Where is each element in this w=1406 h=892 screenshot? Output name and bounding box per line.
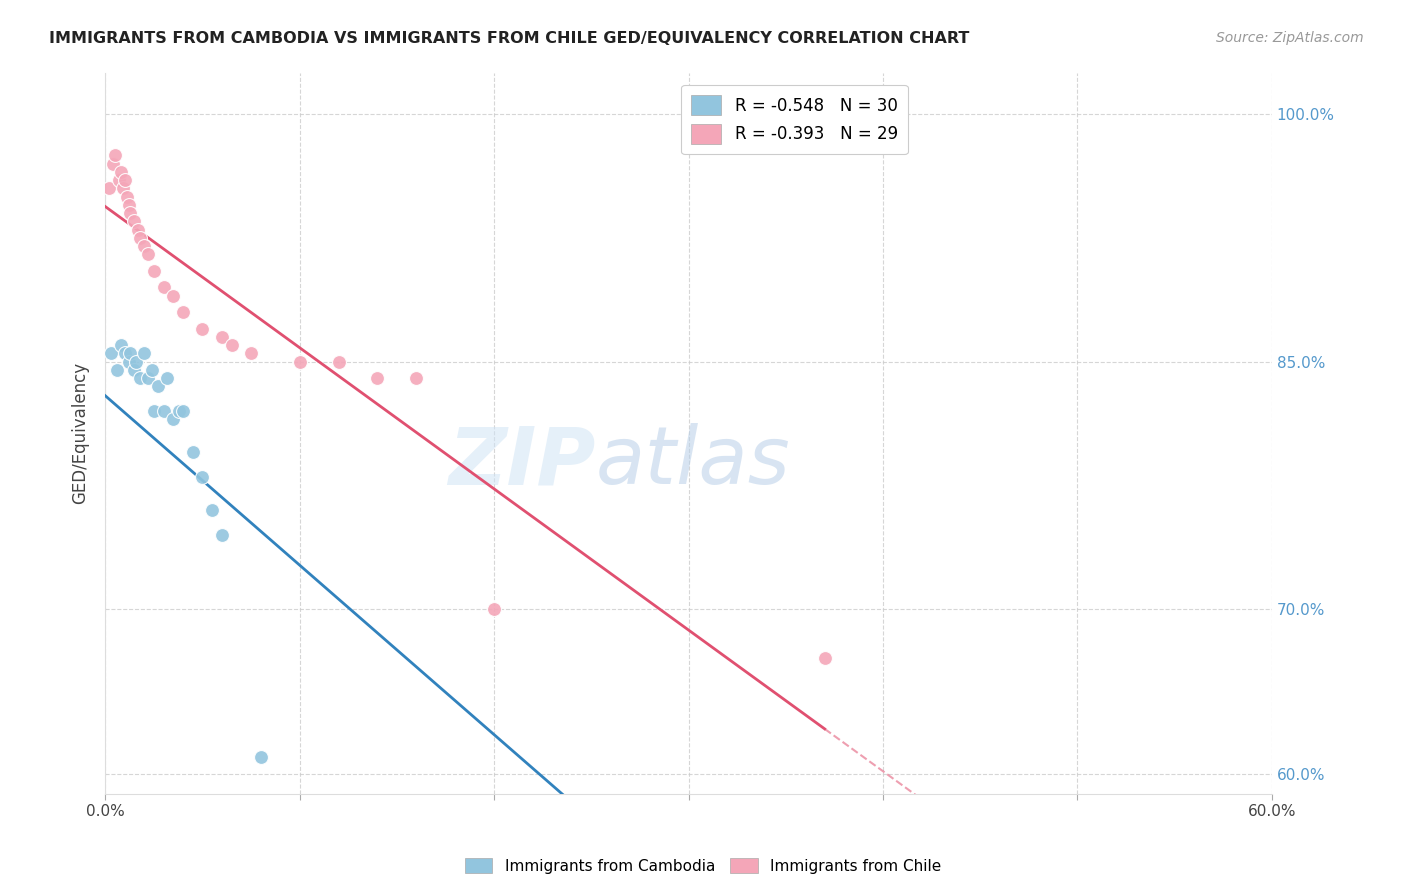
Point — [172, 404, 194, 418]
Text: atlas: atlas — [595, 423, 790, 501]
Point — [249, 750, 271, 764]
Point — [117, 354, 139, 368]
Point — [104, 148, 127, 162]
Point — [308, 824, 330, 838]
Point — [120, 346, 142, 360]
Point — [129, 371, 152, 385]
Point — [366, 824, 388, 838]
Point — [146, 379, 169, 393]
Point — [132, 346, 155, 360]
Point — [167, 404, 190, 418]
Y-axis label: GED/Equivalency: GED/Equivalency — [72, 362, 89, 504]
Point — [120, 206, 142, 220]
Point — [125, 354, 148, 368]
Point — [172, 305, 194, 319]
Point — [142, 404, 165, 418]
Point — [132, 239, 155, 253]
Point — [162, 288, 184, 302]
Point — [114, 346, 136, 360]
Point — [191, 321, 214, 335]
Point — [278, 808, 301, 822]
Point — [191, 470, 214, 484]
Point — [240, 346, 263, 360]
Point — [115, 189, 138, 203]
Point — [136, 247, 159, 261]
Point — [105, 363, 128, 377]
Point — [152, 404, 174, 418]
Point — [366, 371, 388, 385]
Text: Source: ZipAtlas.com: Source: ZipAtlas.com — [1216, 31, 1364, 45]
Point — [111, 181, 134, 195]
Point — [328, 354, 350, 368]
Point — [101, 156, 124, 170]
Text: ZIP: ZIP — [449, 423, 595, 501]
Point — [142, 264, 165, 278]
Point — [405, 371, 427, 385]
Point — [181, 445, 204, 459]
Point — [124, 363, 146, 377]
Point — [136, 371, 159, 385]
Point — [110, 338, 132, 352]
Point — [201, 503, 224, 517]
Point — [124, 214, 146, 228]
Point — [814, 651, 837, 665]
Text: IMMIGRANTS FROM CAMBODIA VS IMMIGRANTS FROM CHILE GED/EQUIVALENCY CORRELATION CH: IMMIGRANTS FROM CAMBODIA VS IMMIGRANTS F… — [49, 31, 970, 46]
Point — [114, 173, 136, 187]
Point — [211, 527, 233, 541]
Point — [98, 181, 121, 195]
Point — [117, 198, 139, 212]
Point — [152, 280, 174, 294]
Point — [108, 173, 131, 187]
Point — [110, 165, 132, 179]
Point — [211, 330, 233, 344]
Point — [127, 222, 149, 236]
Point — [156, 371, 179, 385]
Point — [100, 346, 122, 360]
Legend: R = -0.548   N = 30, R = -0.393   N = 29: R = -0.548 N = 30, R = -0.393 N = 29 — [682, 85, 908, 154]
Point — [288, 354, 311, 368]
Point — [129, 231, 152, 245]
Point — [221, 338, 243, 352]
Point — [141, 363, 163, 377]
Point — [482, 602, 505, 616]
Point — [162, 412, 184, 426]
Legend: Immigrants from Cambodia, Immigrants from Chile: Immigrants from Cambodia, Immigrants fro… — [458, 852, 948, 880]
